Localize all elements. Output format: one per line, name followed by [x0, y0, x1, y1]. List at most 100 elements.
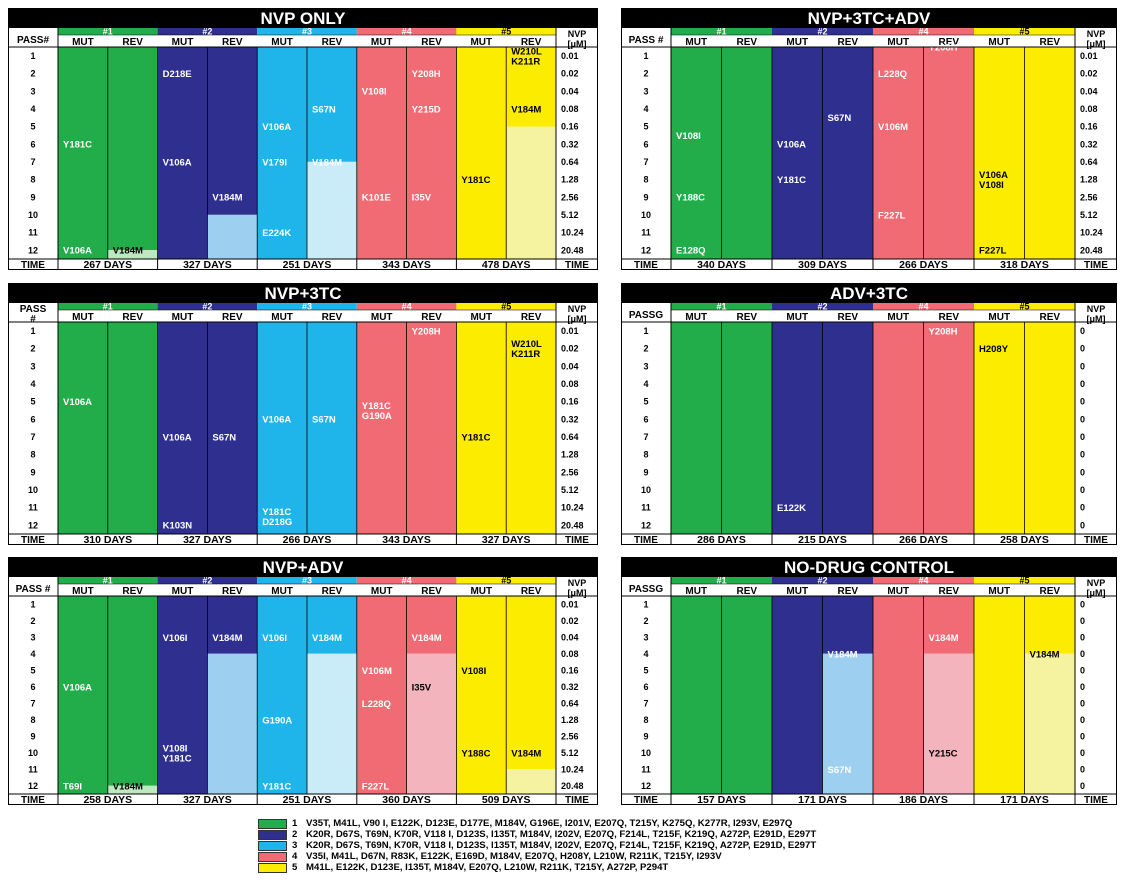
mutation-label: V184M: [412, 633, 442, 644]
pass-label: 8: [30, 715, 35, 725]
pass-label: 10: [28, 748, 38, 758]
mutation-label: V106A: [262, 415, 291, 426]
mutation-label: Y181C: [362, 401, 391, 412]
mutation-label: L228Q: [878, 69, 907, 80]
pass-header: PASS #: [629, 35, 664, 46]
mutation-label: Y181C: [262, 507, 291, 518]
mutation-label: K211R: [511, 56, 540, 67]
rev-header: REV: [421, 37, 442, 48]
column-fill: [506, 47, 556, 127]
pass-label: 6: [643, 414, 648, 424]
nvp-value: 0.04: [1080, 86, 1098, 96]
column-fill: [1024, 47, 1075, 259]
mutation-label: V106A: [63, 682, 92, 693]
mutation-label: F227L: [362, 781, 390, 792]
mutation-label: Y208H: [929, 43, 958, 54]
pass-label: 2: [30, 616, 35, 626]
pass-label: 10: [641, 210, 651, 220]
pass-label: 6: [643, 139, 648, 149]
pass-label: 12: [641, 520, 651, 530]
nvp-value: 5.12: [561, 485, 579, 495]
pass-label: 11: [28, 228, 38, 238]
mutation-label: V184M: [1030, 649, 1060, 660]
pass-label: 8: [30, 450, 35, 460]
mutation-label: V179I: [262, 157, 287, 168]
time-days: 251 DAYS: [283, 259, 332, 270]
nvp-value: 0.04: [561, 86, 579, 96]
pass-label: 1: [30, 326, 35, 336]
nvp-value: 0: [1080, 665, 1085, 675]
nvp-value: 0.01: [1080, 51, 1098, 61]
pass-label: 5: [30, 665, 35, 675]
pass-label: 8: [643, 450, 648, 460]
time-days: 343 DAYS: [382, 534, 431, 545]
column-fill: [406, 596, 457, 654]
column-fill: [923, 653, 974, 794]
column-fill: [257, 596, 307, 794]
pass-label: 12: [641, 245, 651, 255]
column-fill: [356, 47, 407, 259]
mutation-label: V184M: [113, 781, 143, 792]
group-header-bar: [257, 303, 357, 310]
group-header-bar: [157, 303, 258, 310]
time-days: 157 DAYS: [697, 794, 746, 805]
nvp-header: NVP: [1087, 304, 1106, 314]
nvp-value: 0: [1080, 432, 1085, 442]
nvp-value: 0: [1080, 503, 1085, 513]
group-label: #4: [402, 27, 412, 37]
title-bar: [8, 283, 598, 303]
group-header-bar: [257, 28, 357, 35]
legend-row: 2 K20R, D67S, T69N, K70R, V118 I, D123S, …: [258, 829, 1118, 840]
pass-label: 2: [30, 69, 35, 79]
pass-label: 1: [643, 326, 648, 336]
rev-header: REV: [222, 312, 243, 323]
pass-label: 7: [643, 157, 648, 167]
rev-header: REV: [1039, 37, 1060, 48]
column-fill: [671, 47, 722, 259]
mut-header: MUT: [470, 37, 492, 48]
pass-label: 2: [643, 344, 648, 354]
rev-header: REV: [837, 37, 858, 48]
mutation-label: Y208H: [412, 326, 441, 337]
panel-nvp-adv: NVP+ADV PASS # NVP[μM] #1 MUT REV V106A T69I V18…: [8, 557, 598, 805]
group-label: #4: [402, 576, 412, 586]
column-fill: [406, 322, 457, 534]
time-days: 309 DAYS: [798, 259, 847, 270]
pass-label: 3: [30, 632, 35, 642]
time-label: TIME: [21, 260, 45, 270]
time-days: 258 DAYS: [83, 794, 132, 805]
panel-title: NVP+ADV: [263, 558, 344, 577]
column-fill: [207, 47, 258, 215]
nvp-value: 10.24: [561, 764, 584, 774]
nvp-value: 20.48: [561, 781, 584, 791]
rev-header: REV: [1039, 586, 1060, 597]
mutation-label: E224K: [262, 228, 291, 239]
column-fill: [58, 596, 108, 794]
column-fill: [772, 322, 823, 534]
time-days: 509 DAYS: [482, 794, 531, 805]
column-fill: [822, 322, 873, 534]
group-header-bar: [356, 577, 457, 584]
mut-header: MUT: [988, 586, 1010, 597]
column-fill: [107, 322, 158, 534]
mutation-label: Y208H: [929, 326, 958, 337]
column-fill: [772, 596, 823, 794]
mutation-label: H208Y: [979, 344, 1009, 355]
mut-header: MUT: [470, 312, 492, 323]
mutation-label: D218G: [262, 517, 292, 528]
rev-header: REV: [837, 586, 858, 597]
mutation-label: G190A: [362, 411, 392, 422]
time-days: 360 DAYS: [382, 794, 431, 805]
legend-number: 1: [292, 818, 298, 829]
mutation-label: V184M: [212, 633, 242, 644]
mutation-label: V184M: [312, 157, 342, 168]
column-fill: [356, 322, 407, 534]
column-fill: [406, 47, 457, 259]
group-label: #5: [1019, 302, 1029, 312]
mutation-label: Y181C: [163, 753, 192, 764]
column-fill: [506, 322, 556, 534]
mutation-label: V108I: [979, 180, 1004, 191]
nvp-value: 2.56: [561, 731, 579, 741]
mutation-label: E128Q: [676, 246, 706, 257]
rev-header: REV: [521, 37, 542, 48]
